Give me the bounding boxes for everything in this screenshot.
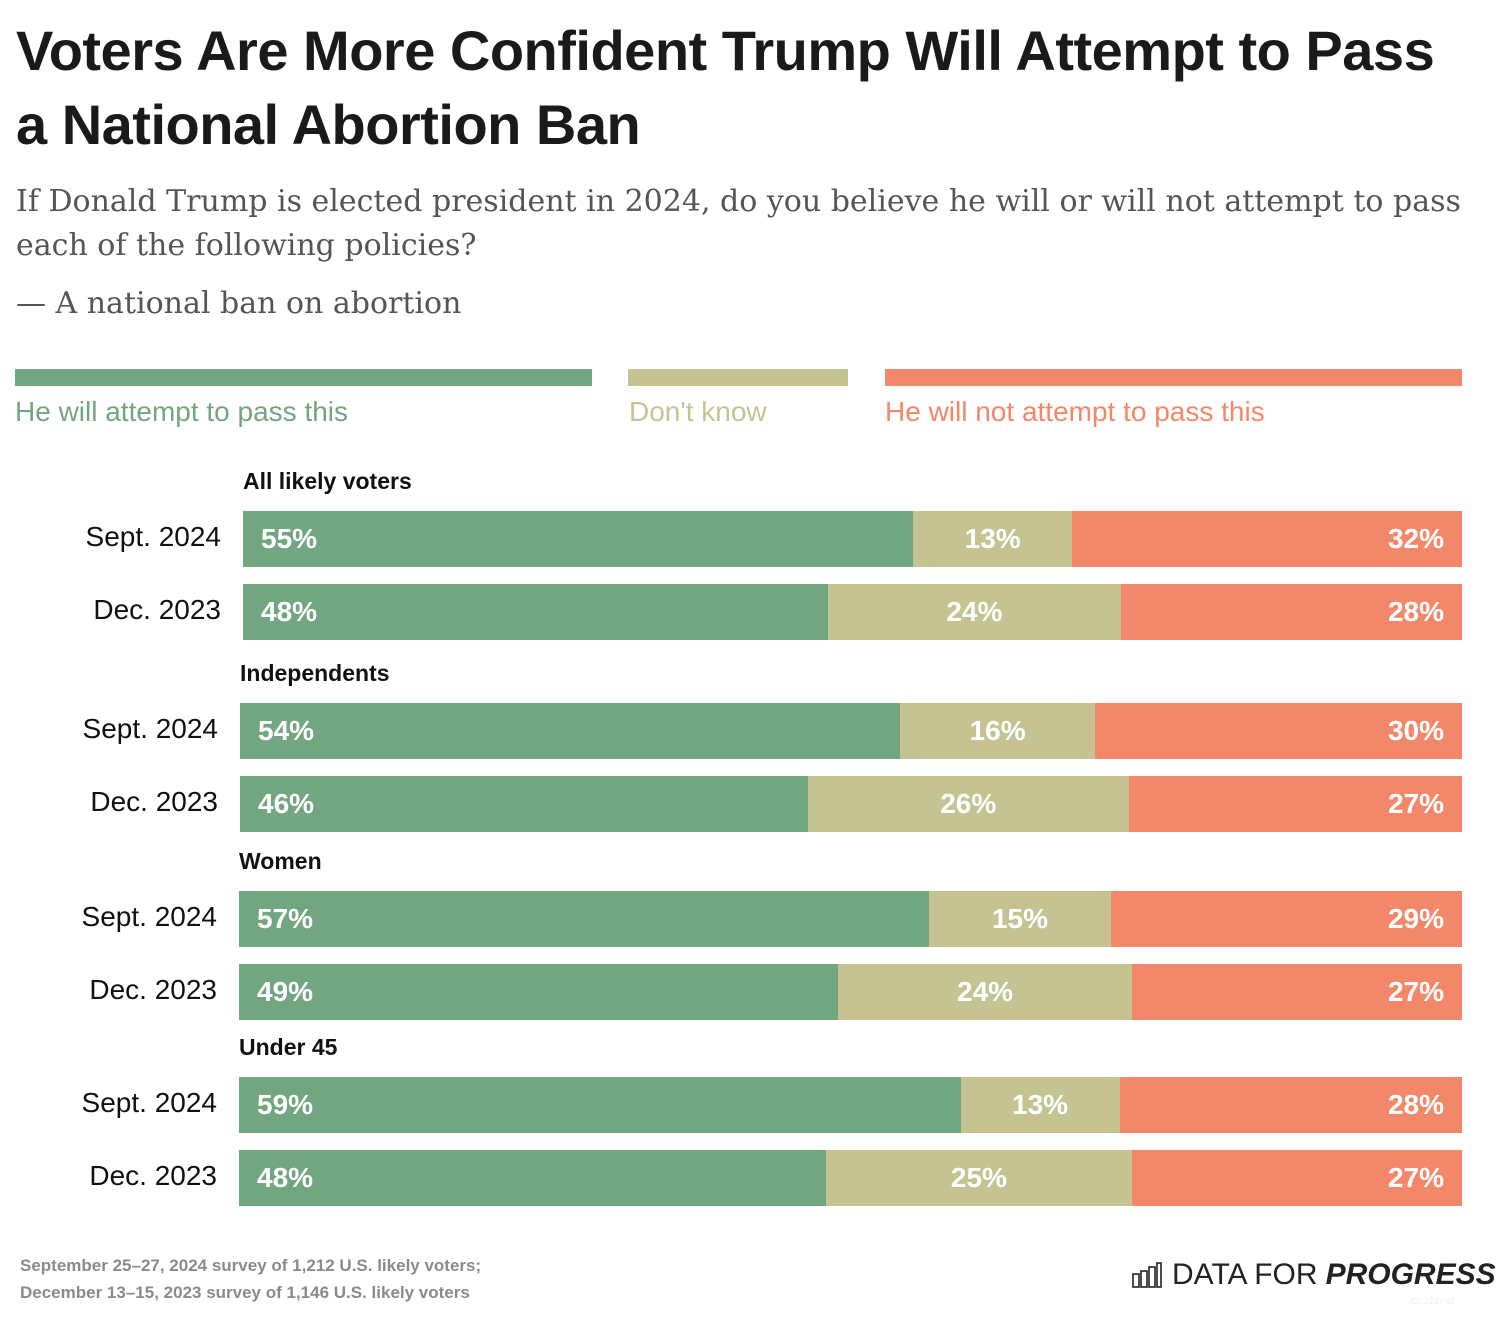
legend-swatch-attempt [15, 369, 592, 386]
row-label: Dec. 2023 [89, 974, 217, 1005]
legend-swatch-dont-know [628, 369, 848, 386]
logo-text-bold: PROGRESS [1325, 1258, 1496, 1291]
bar-segment [243, 584, 829, 640]
source-line-1: September 25–27, 2024 survey of 1,212 U.… [20, 1256, 482, 1275]
data-label: 29% [1387, 903, 1444, 934]
legend-swatch-not-attempt [885, 369, 1462, 386]
data-label: 28% [1387, 596, 1444, 627]
group-label: All likely voters [243, 468, 412, 494]
bar-segment [1131, 964, 1462, 1020]
data-label: 32% [1387, 523, 1444, 554]
row-label: Sept. 2024 [81, 901, 217, 932]
logo-text-light: DATA FOR [1172, 1258, 1318, 1291]
legend-label-not-attempt: He will not attempt to pass this [885, 396, 1265, 427]
legend-label-attempt: He will attempt to pass this [15, 396, 349, 427]
data-label: 48% [257, 1162, 314, 1193]
row-label: Sept. 2024 [82, 713, 218, 744]
source-note: September 25–27, 2024 survey of 1,212 U.… [20, 1252, 481, 1306]
chart-subtitle: If Donald Trump is elected president in … [16, 184, 1461, 263]
data-label: 54% [258, 715, 315, 746]
bar-segment [240, 703, 900, 759]
bar-segment [239, 964, 839, 1020]
bar-segment [1128, 776, 1462, 832]
bar-segment [239, 891, 930, 947]
data-label: 27% [1387, 788, 1444, 819]
group-label: Independents [240, 660, 390, 686]
data-label: 28% [1387, 1089, 1444, 1120]
bar-segment [826, 1150, 1132, 1206]
data-label: 57% [257, 903, 314, 934]
bar-segment [913, 511, 1072, 567]
bar-segment [899, 703, 1096, 759]
data-label: 48% [261, 596, 318, 627]
bar-segment [1095, 703, 1462, 759]
bar-segment [243, 511, 914, 567]
data-label: 24% [957, 976, 1014, 1007]
bar-segment [1110, 891, 1462, 947]
bar-segment [1131, 1150, 1462, 1206]
bar-segment [1071, 511, 1462, 567]
data-label: 16% [969, 715, 1026, 746]
data-label: 49% [257, 976, 314, 1007]
bar-segment [960, 1077, 1120, 1133]
bar-segment [239, 1077, 961, 1133]
bar-chart-logo-icon [1132, 1262, 1162, 1288]
bar-segment [838, 964, 1132, 1020]
bar-segment [807, 776, 1129, 832]
bar-segment [828, 584, 1121, 640]
group-label: Under 45 [239, 1034, 338, 1060]
data-label: 26% [940, 788, 997, 819]
data-label: 30% [1387, 715, 1444, 746]
data-label: 24% [946, 596, 1003, 627]
data-label: 27% [1387, 976, 1444, 1007]
legend-label-dont-know: Don't know [629, 396, 767, 427]
data-label: 55% [261, 523, 318, 554]
bar-segment [1120, 584, 1462, 640]
group-label: Women [239, 848, 322, 874]
data-label: 15% [991, 903, 1049, 934]
bar-segment [240, 776, 808, 832]
data-label: 59% [257, 1089, 314, 1120]
row-label: Sept. 2024 [85, 521, 221, 552]
source-line-2: December 13–15, 2023 survey of 1,146 U.S… [20, 1283, 470, 1302]
row-label: Sept. 2024 [81, 1087, 217, 1118]
question-item: — A national ban on abortion [16, 286, 462, 321]
data-for-progress-logo: DATA FOR PROGRESS [1132, 1258, 1496, 1292]
bar-segment [929, 891, 1111, 947]
row-label: Dec. 2023 [90, 786, 218, 817]
data-label: 27% [1387, 1162, 1444, 1193]
row-label: Dec. 2023 [89, 1160, 217, 1191]
data-label: 25% [950, 1162, 1007, 1193]
chart-title: Voters Are More Confident Trump Will Att… [16, 19, 1435, 156]
bar-segment [239, 1150, 827, 1206]
bar-segment [1119, 1077, 1462, 1133]
chart-id: ID: J23Y42 [1410, 1296, 1455, 1306]
row-label: Dec. 2023 [93, 594, 221, 625]
data-label: 46% [258, 788, 315, 819]
data-label: 13% [1012, 1089, 1069, 1120]
data-label: 13% [964, 523, 1021, 554]
